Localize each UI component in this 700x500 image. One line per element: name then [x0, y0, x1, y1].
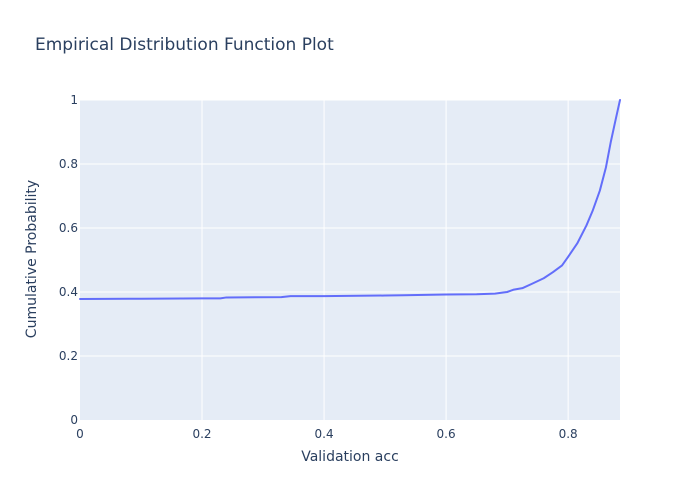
x-tick-label: 0: [76, 427, 84, 441]
chart-title: Empirical Distribution Function Plot: [35, 35, 334, 55]
plot-area: [79, 99, 621, 420]
series-layer: [79, 99, 621, 301]
plot-background: [80, 100, 620, 420]
y-axis-ticks: 0 0.2 0.4 0.6 0.8 1: [59, 93, 78, 427]
series-line: [79, 99, 621, 301]
x-tick-label: 0.4: [315, 427, 334, 441]
x-axis-ticks: 0 0.2 0.4 0.6 0.8: [76, 427, 578, 441]
grid: [80, 99, 620, 420]
y-tick-label: 0.2: [59, 349, 78, 363]
y-tick-label: 0: [70, 413, 78, 427]
y-tick-label: 0.4: [59, 285, 78, 299]
x-axis-title: Validation acc: [301, 449, 399, 465]
x-tick-label: 0.8: [559, 427, 578, 441]
y-tick-label: 1: [70, 93, 78, 107]
y-tick-label: 0.6: [59, 221, 78, 235]
y-axis-title: Cumulative Probability: [24, 180, 40, 338]
x-tick-label: 0.2: [192, 427, 211, 441]
y-tick-label: 0.8: [59, 157, 78, 171]
x-tick-label: 0.6: [437, 427, 456, 441]
